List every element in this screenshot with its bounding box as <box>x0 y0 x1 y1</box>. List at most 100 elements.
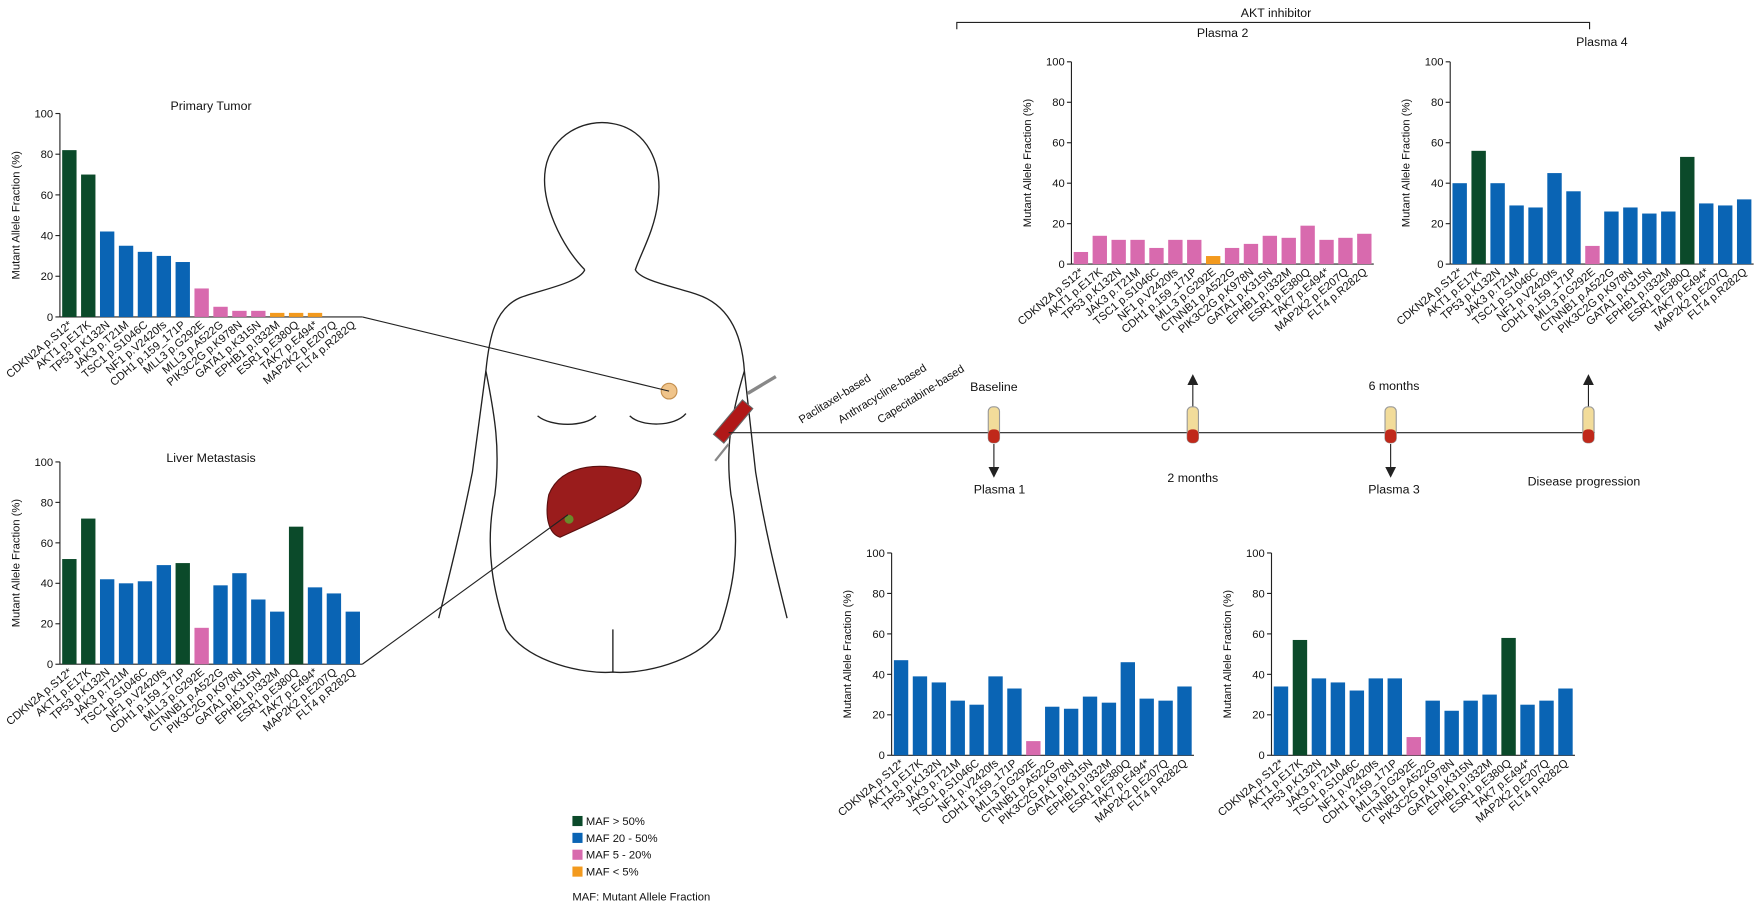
bar <box>1177 686 1191 755</box>
y-axis-label: Mutant Allele Fraction (%) <box>1222 590 1234 719</box>
bar <box>1331 682 1345 755</box>
bar <box>988 676 1002 755</box>
bar <box>1520 705 1534 756</box>
y-tick-label: 100 <box>1046 57 1065 69</box>
bar <box>1064 709 1078 756</box>
therapy-label: AKT inhibitor <box>1241 6 1312 20</box>
bar <box>213 585 227 664</box>
bar <box>1026 741 1040 755</box>
legend-swatch <box>572 816 582 826</box>
legend: MAF > 50% MAF 20 - 50% MAF 5 - 20% MAF < 5% <box>572 816 657 879</box>
bar <box>1263 236 1277 264</box>
bar <box>1585 246 1599 264</box>
bar <box>308 313 322 317</box>
y-axis-label: Mutant Allele Fraction (%) <box>1022 98 1034 227</box>
bar <box>1140 699 1154 756</box>
bar <box>913 676 927 755</box>
bar <box>1490 183 1504 264</box>
bar <box>1369 678 1383 755</box>
y-tick-label: 0 <box>879 750 885 762</box>
sample-label: Plasma 1 <box>974 482 1026 496</box>
bar <box>932 682 946 755</box>
chart-title: Liver Metastasis <box>166 451 255 465</box>
bar <box>1471 151 1485 264</box>
y-tick-label: 60 <box>1431 138 1443 150</box>
bar <box>1463 701 1477 756</box>
figure: AKT inhibitor Paclitaxel-based Anthracyc… <box>0 0 1763 907</box>
y-tick-label: 100 <box>34 108 53 120</box>
y-tick-label: 0 <box>47 312 53 324</box>
y-tick-label: 60 <box>41 190 53 202</box>
legend-swatch <box>572 850 582 860</box>
bar <box>1407 737 1421 755</box>
bar <box>157 565 171 664</box>
chart-title: Plasma 4 <box>1576 35 1628 49</box>
bar <box>1350 691 1364 756</box>
legend-label: MAF < 5% <box>586 867 639 879</box>
y-tick-label: 40 <box>41 578 53 590</box>
bar <box>1539 701 1553 756</box>
bar <box>1007 689 1021 756</box>
bar <box>1312 678 1326 755</box>
y-tick-label: 40 <box>41 231 53 243</box>
bar <box>1130 240 1144 264</box>
bar <box>1444 711 1458 756</box>
page: {"chart_data": [ {"type": "bar", "title"… <box>0 0 1763 907</box>
bar <box>194 288 208 316</box>
chart-title: Primary Tumor <box>171 99 252 113</box>
bar <box>1699 203 1713 264</box>
bar <box>289 527 303 665</box>
bar <box>1282 238 1296 264</box>
bar <box>1074 252 1088 264</box>
legend-swatch <box>572 867 582 877</box>
bar <box>1642 214 1656 265</box>
bar <box>1206 256 1220 264</box>
legend-label: MAF 20 - 50% <box>586 833 658 845</box>
bar <box>157 256 171 317</box>
chart-title: Plasma 2 <box>1197 26 1249 40</box>
bar <box>176 563 190 664</box>
bar <box>1737 199 1751 264</box>
bar <box>1121 662 1135 755</box>
bar <box>1718 205 1732 264</box>
bar <box>1158 701 1172 756</box>
bar <box>346 612 360 665</box>
bar <box>1661 212 1675 265</box>
bar <box>1244 244 1258 264</box>
bar <box>176 262 190 317</box>
y-tick-label: 20 <box>41 271 53 283</box>
connector <box>362 515 568 664</box>
y-tick-label: 0 <box>47 659 53 671</box>
y-tick-label: 20 <box>1052 219 1064 231</box>
legend-label: MAF 5 - 20% <box>586 850 651 862</box>
legend-swatch <box>572 833 582 843</box>
y-tick-label: 40 <box>1431 178 1443 190</box>
bar <box>1274 686 1288 755</box>
bar <box>1680 157 1694 264</box>
bar <box>327 593 341 664</box>
bar <box>213 307 227 317</box>
y-tick-label: 40 <box>1252 669 1264 681</box>
bar <box>100 232 114 317</box>
bar <box>1112 240 1126 264</box>
legend-label: MAF > 50% <box>586 816 645 828</box>
bar <box>1547 173 1561 264</box>
bar <box>251 599 265 664</box>
y-tick-label: 100 <box>34 457 53 469</box>
bar <box>270 612 284 665</box>
bar <box>1168 240 1182 264</box>
syringe <box>714 377 776 461</box>
y-tick-label: 0 <box>1437 259 1443 271</box>
body-outline <box>439 123 787 673</box>
bar <box>1187 240 1201 264</box>
y-tick-label: 60 <box>1052 138 1064 150</box>
bar <box>1300 226 1314 264</box>
bar <box>251 311 265 317</box>
bar <box>194 628 208 664</box>
bar <box>1083 697 1097 756</box>
timepoint-label: 2 months <box>1167 471 1218 485</box>
timepoint-label: Baseline <box>970 380 1018 394</box>
bar <box>969 705 983 756</box>
bar <box>119 246 133 317</box>
bar <box>119 583 133 664</box>
